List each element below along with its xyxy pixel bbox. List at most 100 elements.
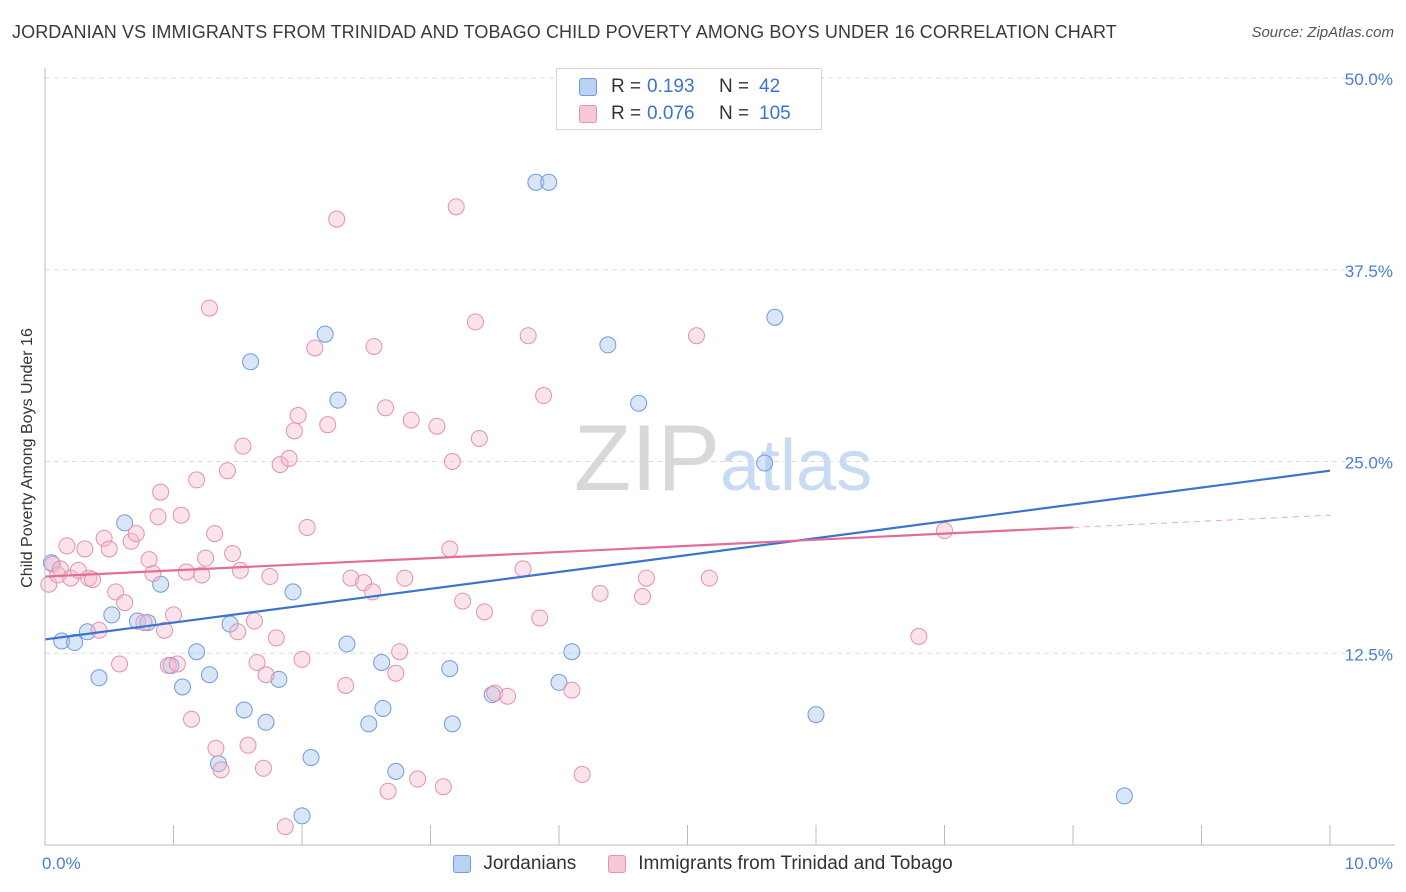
jordanian-point [116,514,134,532]
jordanian-point [360,715,378,733]
legend-swatch-pink [608,855,627,873]
n-value: 105 [759,103,791,124]
jordanian-point [443,715,461,733]
trinidad-point [149,508,167,526]
trinidad-point [402,411,420,429]
trinidad-point [443,453,461,470]
y-tick-label: 37.5% [1345,262,1393,281]
trinidad-point [271,456,289,474]
trinidad-point [409,770,427,788]
trinidad-point [355,574,373,592]
legend-item-jordanians[interactable]: Jordanians [453,853,576,875]
jordanian-point [338,635,356,653]
trinidad-point [239,736,257,754]
jordanian-point [630,394,648,412]
trinidad-point [100,540,118,558]
trinidad-point [276,818,294,836]
trinidad-point [140,551,158,569]
trinidad-point [634,587,652,605]
jordanian-point [374,699,392,717]
trinidad-point [910,627,928,645]
y-tick-label: 50.0% [1345,70,1393,89]
trinidad-point [687,327,705,345]
jordanian-point [1115,787,1133,805]
trinidad-trendline [44,526,1074,578]
jordanian-point [270,670,288,688]
n-label: N = [719,103,750,124]
jordanian-point [540,173,558,191]
jordanian-point [563,643,581,661]
trinidad-point [261,568,279,586]
jordanian-point [90,669,108,687]
jordanian-point [766,308,784,326]
trinidad-trendline-extension [1072,514,1331,528]
trinidad-point [285,422,303,440]
series-legend: Jordanians Immigrants from Trinidad and … [0,852,1406,876]
legend-label: Immigrants from Trinidad and Tobago [638,853,953,874]
axis-layer: 12.5% 25.0% 37.5% 50.0% 0.0% 10.0% [42,68,1395,873]
jordanian-point [316,325,334,343]
trinidad-point [197,549,215,567]
trinidad-point [234,437,252,455]
jordanian-point [200,666,218,684]
trinidad-point [280,449,298,467]
jordanian-point [188,643,206,661]
trinidad-point [486,684,504,702]
jordanian-point [173,678,191,696]
y-tick-label: 25.0% [1345,454,1393,473]
trinidad-point [293,650,311,668]
trinidad-point [267,629,285,647]
jordanian-point [293,807,311,825]
jordanian-point [242,353,260,371]
legend-item-trinidad[interactable]: Immigrants from Trinidad and Tobago [608,853,953,875]
trinidad-point [172,506,190,524]
trinidad-point [257,666,275,684]
jordanian-point [441,660,459,678]
trinidad-point [514,560,532,578]
trinidad-point [76,540,94,558]
watermark-atlas: atlas [720,426,872,506]
trinidad-point [306,339,324,357]
r-label: R = [611,103,642,124]
trinidad-point [441,540,459,558]
trinidad-point [116,594,134,612]
trinidad-point [58,537,76,555]
trinidad-point [428,417,446,435]
legend-swatch-blue [579,78,597,96]
trinidad-point [200,299,218,317]
trinidad-point [248,653,266,671]
trinidad-point [391,643,409,661]
trinidad-point [84,571,102,589]
trinidad-point [245,612,263,630]
jordanian-point [329,391,347,409]
trinidad-point [447,198,465,216]
trinidad-point [188,471,206,489]
r-value: 0.193 [647,76,695,97]
x-tick-label: 10.0% [1345,854,1393,873]
jordanian-point [284,583,302,601]
trinidad-point [531,609,549,627]
trinidad-point [454,592,472,610]
trinidad-point [289,406,307,424]
trinidad-point [229,623,247,641]
x-tick-label: 0.0% [42,854,81,873]
trinidad-point [111,655,129,673]
jordanian-point [527,173,545,191]
jordanian-trendline [44,469,1331,641]
trinidad-point [379,782,397,800]
n-value: 42 [759,76,781,97]
legend-label: Jordanians [483,853,577,874]
jordanian-point [257,713,275,731]
trinidad-point [637,569,655,587]
trinidad-point [95,529,113,547]
trinidad-point [466,313,484,331]
r-label: R = [611,76,642,97]
trinidad-point [396,569,414,587]
trinidad-point [475,603,493,621]
trinidad-point [144,564,162,582]
jordanian-point [373,653,391,671]
jordanian-point [387,762,405,780]
trinidad-point [337,676,355,694]
jordanian-point [599,336,617,354]
watermark-zip: ZIP [574,405,720,510]
